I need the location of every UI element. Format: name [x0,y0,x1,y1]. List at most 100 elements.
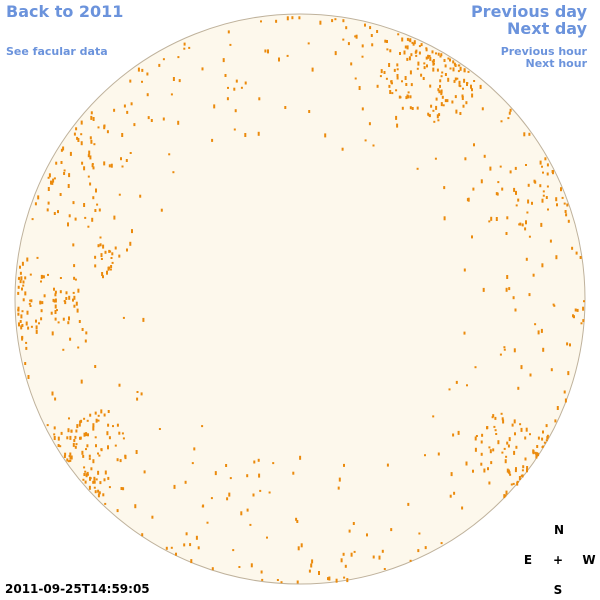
facula [418,45,421,48]
facula [489,166,492,171]
facula [481,107,484,111]
facula [451,100,454,104]
facula [47,176,50,179]
facula [454,77,457,81]
facula [441,95,444,99]
compass-center: + [552,553,564,567]
facula [162,58,165,61]
facula [440,542,443,545]
facula [104,502,107,505]
facula [67,460,70,463]
facula [97,244,100,248]
facula [515,190,517,195]
facula [300,543,303,548]
facula [102,244,105,249]
facula [466,198,469,202]
facula [111,261,114,264]
facula [508,471,511,475]
facula [177,120,180,125]
facula [17,277,20,280]
facula [555,197,558,202]
facula [72,442,75,447]
facula [532,273,535,277]
facula [70,429,73,433]
previous-day-link[interactable]: Previous day [470,2,587,21]
facula [416,167,419,170]
facula [160,208,163,212]
facula [348,529,351,533]
facula [91,217,94,222]
facula [118,254,121,258]
facula [100,448,103,451]
next-hour-link[interactable]: Next hour [525,57,588,70]
facula [260,20,262,23]
facula [369,26,372,30]
facula [67,222,69,227]
facula [17,312,20,316]
facula [396,63,399,67]
facula [449,67,452,70]
back-link[interactable]: Back to 2011 [6,2,124,21]
facula [87,225,90,228]
facula [94,209,97,212]
facula [563,202,566,205]
facula [506,216,509,220]
facula [524,436,527,440]
facula [74,435,77,439]
facula [364,23,366,27]
facula [540,328,543,333]
facula [537,330,540,335]
facula [177,56,180,59]
facula [86,471,89,475]
facula [226,97,229,101]
facula [536,445,539,448]
facula [146,93,149,97]
facula [118,193,121,196]
facula [431,60,434,63]
facula [112,425,114,428]
facula [64,301,67,305]
facula [334,18,337,21]
facula [513,450,516,455]
facula [21,261,24,266]
facula [464,157,467,161]
facula [473,80,476,82]
facula [91,164,94,168]
facula [39,300,42,304]
facula [465,461,468,466]
facula [63,169,66,172]
facula [246,508,249,512]
facula [318,571,320,575]
facula [541,263,544,268]
facula [494,416,497,420]
facula [372,144,375,147]
facula [440,89,443,94]
previous-hour-link[interactable]: Previous hour [500,45,587,58]
facula [488,446,491,449]
facula [101,272,104,276]
facular-data-link[interactable]: See facular data [6,45,108,58]
facula [425,56,428,60]
facula [350,62,353,66]
facula [448,388,451,391]
facula [17,306,20,311]
facula [439,79,442,83]
facula [104,470,107,475]
facula [361,107,364,111]
facula [343,576,346,579]
next-day-link[interactable]: Next day [507,19,587,38]
facula [490,461,493,465]
facula [30,299,33,303]
facula [47,187,50,191]
facula [560,187,562,192]
facula [399,52,401,55]
facula [172,171,175,174]
facula [75,127,78,131]
facula [455,109,458,114]
facula [183,543,186,547]
facula [439,84,441,88]
facula [60,431,63,435]
facula [257,458,260,462]
facula [499,353,502,356]
facula [416,67,419,70]
